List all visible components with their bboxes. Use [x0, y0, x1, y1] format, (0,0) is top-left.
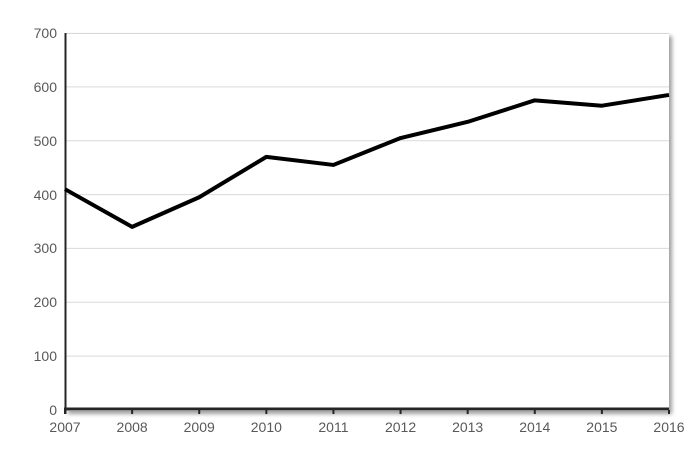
x-axis-tick-label: 2016	[653, 419, 685, 435]
x-axis-tick-label: 2009	[183, 419, 215, 435]
y-axis-tick-label: 700	[33, 25, 57, 41]
plot-area	[65, 33, 669, 411]
y-axis-tick-label: 500	[33, 132, 57, 149]
y-axis-tick-label: 600	[33, 78, 57, 95]
x-axis-tick-label: 2007	[49, 419, 81, 435]
x-axis-tick-label: 2012	[384, 419, 417, 435]
x-axis-tick-label: 2008	[116, 419, 148, 435]
x-axis-tick-label: 2013	[452, 419, 484, 435]
y-axis-tick-label: 400	[33, 186, 57, 203]
x-axis-tick-label: 2011	[318, 419, 349, 435]
x-axis-tick-label: 2014	[519, 419, 551, 435]
y-axis-tick-label: 0	[49, 402, 57, 418]
y-axis-tick-label: 200	[33, 294, 57, 311]
y-axis-tick-label: 300	[33, 240, 57, 257]
y-axis-tick-label: 100	[33, 348, 57, 365]
x-axis-tick-label: 2010	[250, 419, 282, 435]
x-axis-tick-label: 2015	[586, 419, 618, 435]
data-series-line	[64, 92, 670, 229]
